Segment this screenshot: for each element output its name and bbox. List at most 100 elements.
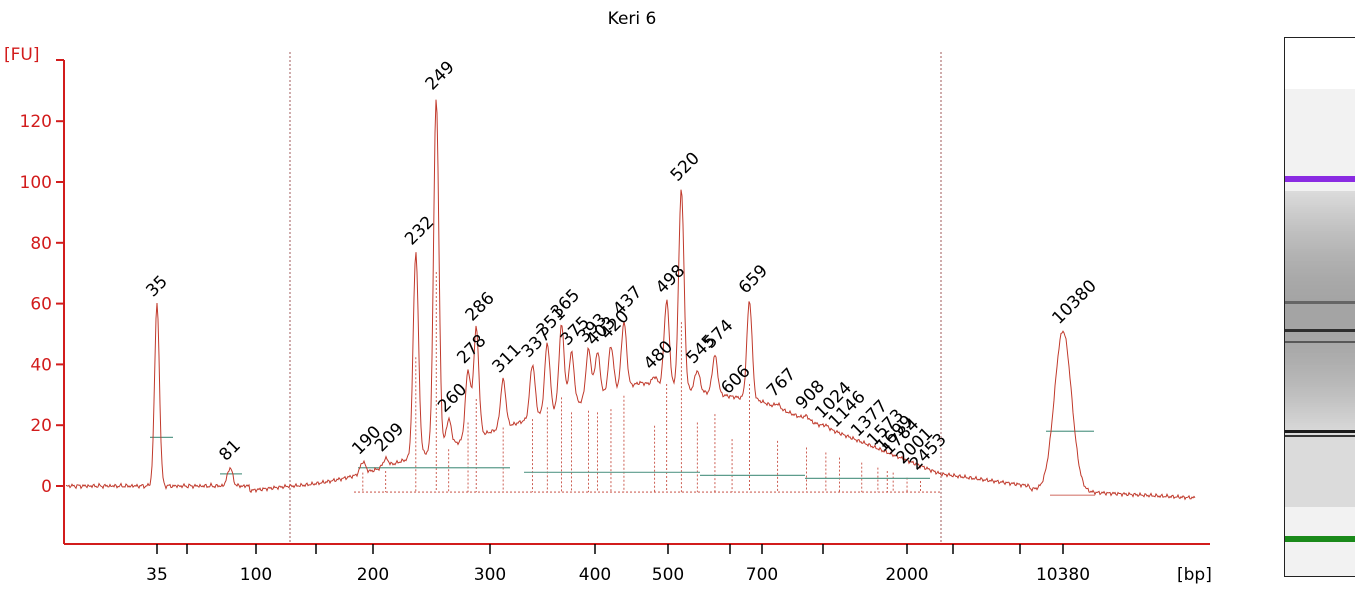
- gel-smear-slice: [1285, 411, 1355, 413]
- gel-smear-slice: [1285, 227, 1355, 229]
- x-tick-label: 35: [146, 565, 168, 585]
- gel-smear-slice: [1285, 199, 1355, 201]
- gel-smear-slice: [1285, 389, 1355, 391]
- gel-smear-slice: [1285, 353, 1355, 355]
- gel-smear-slice: [1285, 489, 1355, 491]
- x-tick-label: 200: [357, 565, 389, 585]
- y-tick-label: 0: [41, 477, 52, 497]
- gel-smear-slice: [1285, 473, 1355, 475]
- x-tick-label: 500: [652, 565, 684, 585]
- gel-smear-slice: [1285, 211, 1355, 213]
- gel-smear-slice: [1285, 207, 1355, 209]
- gel-smear-slice: [1285, 403, 1355, 405]
- gel-smear-slice: [1285, 267, 1355, 269]
- gel-smear-slice: [1285, 331, 1355, 333]
- gel-smear-slice: [1285, 347, 1355, 349]
- gel-band: [1285, 430, 1355, 433]
- peak-label-659: 659: [735, 261, 772, 298]
- gel-smear-slice: [1285, 223, 1355, 225]
- gel-smear-slice: [1285, 219, 1355, 221]
- gel-band: [1285, 329, 1355, 332]
- gel-smear-slice: [1285, 221, 1355, 223]
- gel-smear-slice: [1285, 345, 1355, 347]
- gel-smear-slice: [1285, 249, 1355, 251]
- gel-smear-slice: [1285, 203, 1355, 205]
- x-tick-label: 700: [746, 565, 778, 585]
- gel-smear-slice: [1285, 295, 1355, 297]
- gel-smear-slice: [1285, 237, 1355, 239]
- gel-smear-slice: [1285, 253, 1355, 255]
- gel-smear-slice: [1285, 481, 1355, 483]
- gel-smear-slice: [1285, 483, 1355, 485]
- y-tick-label: 40: [30, 355, 52, 375]
- y-axis-unit-label: [FU]: [4, 45, 40, 65]
- gel-smear-slice: [1285, 245, 1355, 247]
- gel-smear-slice: [1285, 279, 1355, 281]
- gel-smear-slice: [1285, 287, 1355, 289]
- gel-smear-slice: [1285, 369, 1355, 371]
- gel-smear-slice: [1285, 491, 1355, 493]
- gel-smear-slice: [1285, 215, 1355, 217]
- gel-smear-slice: [1285, 339, 1355, 341]
- gel-smear-slice: [1285, 455, 1355, 457]
- gel-smear-slice: [1285, 201, 1355, 203]
- gel-smear-slice: [1285, 271, 1355, 273]
- gel-smear-slice: [1285, 487, 1355, 489]
- gel-smear-slice: [1285, 413, 1355, 415]
- gel-smear-slice: [1285, 257, 1355, 259]
- gel-smear-slice: [1285, 243, 1355, 245]
- peak-label-81: 81: [215, 436, 244, 465]
- x-tick-label: 100: [240, 565, 272, 585]
- gel-smear-slice: [1285, 505, 1355, 507]
- gel-smear-slice: [1285, 315, 1355, 317]
- gel-smear-slice: [1285, 261, 1355, 263]
- y-tick-label: 60: [30, 295, 52, 315]
- gel-smear-slice: [1285, 443, 1355, 445]
- gel-smear-slice: [1285, 373, 1355, 375]
- gel-smear-slice: [1285, 313, 1355, 315]
- y-tick-label: 20: [30, 416, 52, 436]
- axes: 0 20 40 60 80 100 120 35 100 200 300 400 500 700 2000 1…: [20, 59, 1210, 585]
- gel-smear-slice: [1285, 477, 1355, 479]
- gel-smear-slice: [1285, 337, 1355, 339]
- peak-label-520: 520: [667, 149, 704, 186]
- gel-smear-slice: [1285, 471, 1355, 473]
- gel-smear-slice: [1285, 479, 1355, 481]
- gel-smear-slice: [1285, 233, 1355, 235]
- gel-smear-slice: [1285, 265, 1355, 267]
- gel-smear-slice: [1285, 299, 1355, 301]
- gel-smear-slice: [1285, 355, 1355, 357]
- gel-smear-slice: [1285, 269, 1355, 271]
- gel-smear-slice: [1285, 441, 1355, 443]
- gel-smear-slice: [1285, 395, 1355, 397]
- gel-smear-slice: [1285, 501, 1355, 503]
- gel-smear-slice: [1285, 381, 1355, 383]
- gel-smear-slice: [1285, 293, 1355, 295]
- gel-smear-slice: [1285, 229, 1355, 231]
- gel-smear-slice: [1285, 307, 1355, 309]
- gel-smear-slice: [1285, 375, 1355, 377]
- gel-smear-slice: [1285, 423, 1355, 425]
- gel-smear-slice: [1285, 445, 1355, 447]
- peak-label-35: 35: [142, 272, 171, 301]
- gel-image-lane: [1284, 37, 1355, 577]
- gel-smear-slice: [1285, 225, 1355, 227]
- gel-smear-slice: [1285, 367, 1355, 369]
- gel-smear-slice: [1285, 323, 1355, 325]
- gel-smear-slice: [1285, 451, 1355, 453]
- gel-smear-slice: [1285, 499, 1355, 501]
- gel-smear-slice: [1285, 377, 1355, 379]
- gel-smear-slice: [1285, 493, 1355, 495]
- peak-label-10380: 10380: [1048, 276, 1100, 328]
- chart-title: Keri 6: [608, 9, 657, 29]
- gel-smear-slice: [1285, 497, 1355, 499]
- electropherogram-chart: Keri 6 [FU] [bp] 0 20 40 60 80 100 120 35 100 200…: [4, 9, 1212, 585]
- gel-smear-slice: [1285, 247, 1355, 249]
- x-tick-label: 10380: [1036, 565, 1090, 585]
- gel-smear-slice: [1285, 405, 1355, 407]
- gel-smear-slice: [1285, 319, 1355, 321]
- gel-smear-slice: [1285, 469, 1355, 471]
- gel-smear-slice: [1285, 379, 1355, 381]
- gel-smear-slice: [1285, 333, 1355, 335]
